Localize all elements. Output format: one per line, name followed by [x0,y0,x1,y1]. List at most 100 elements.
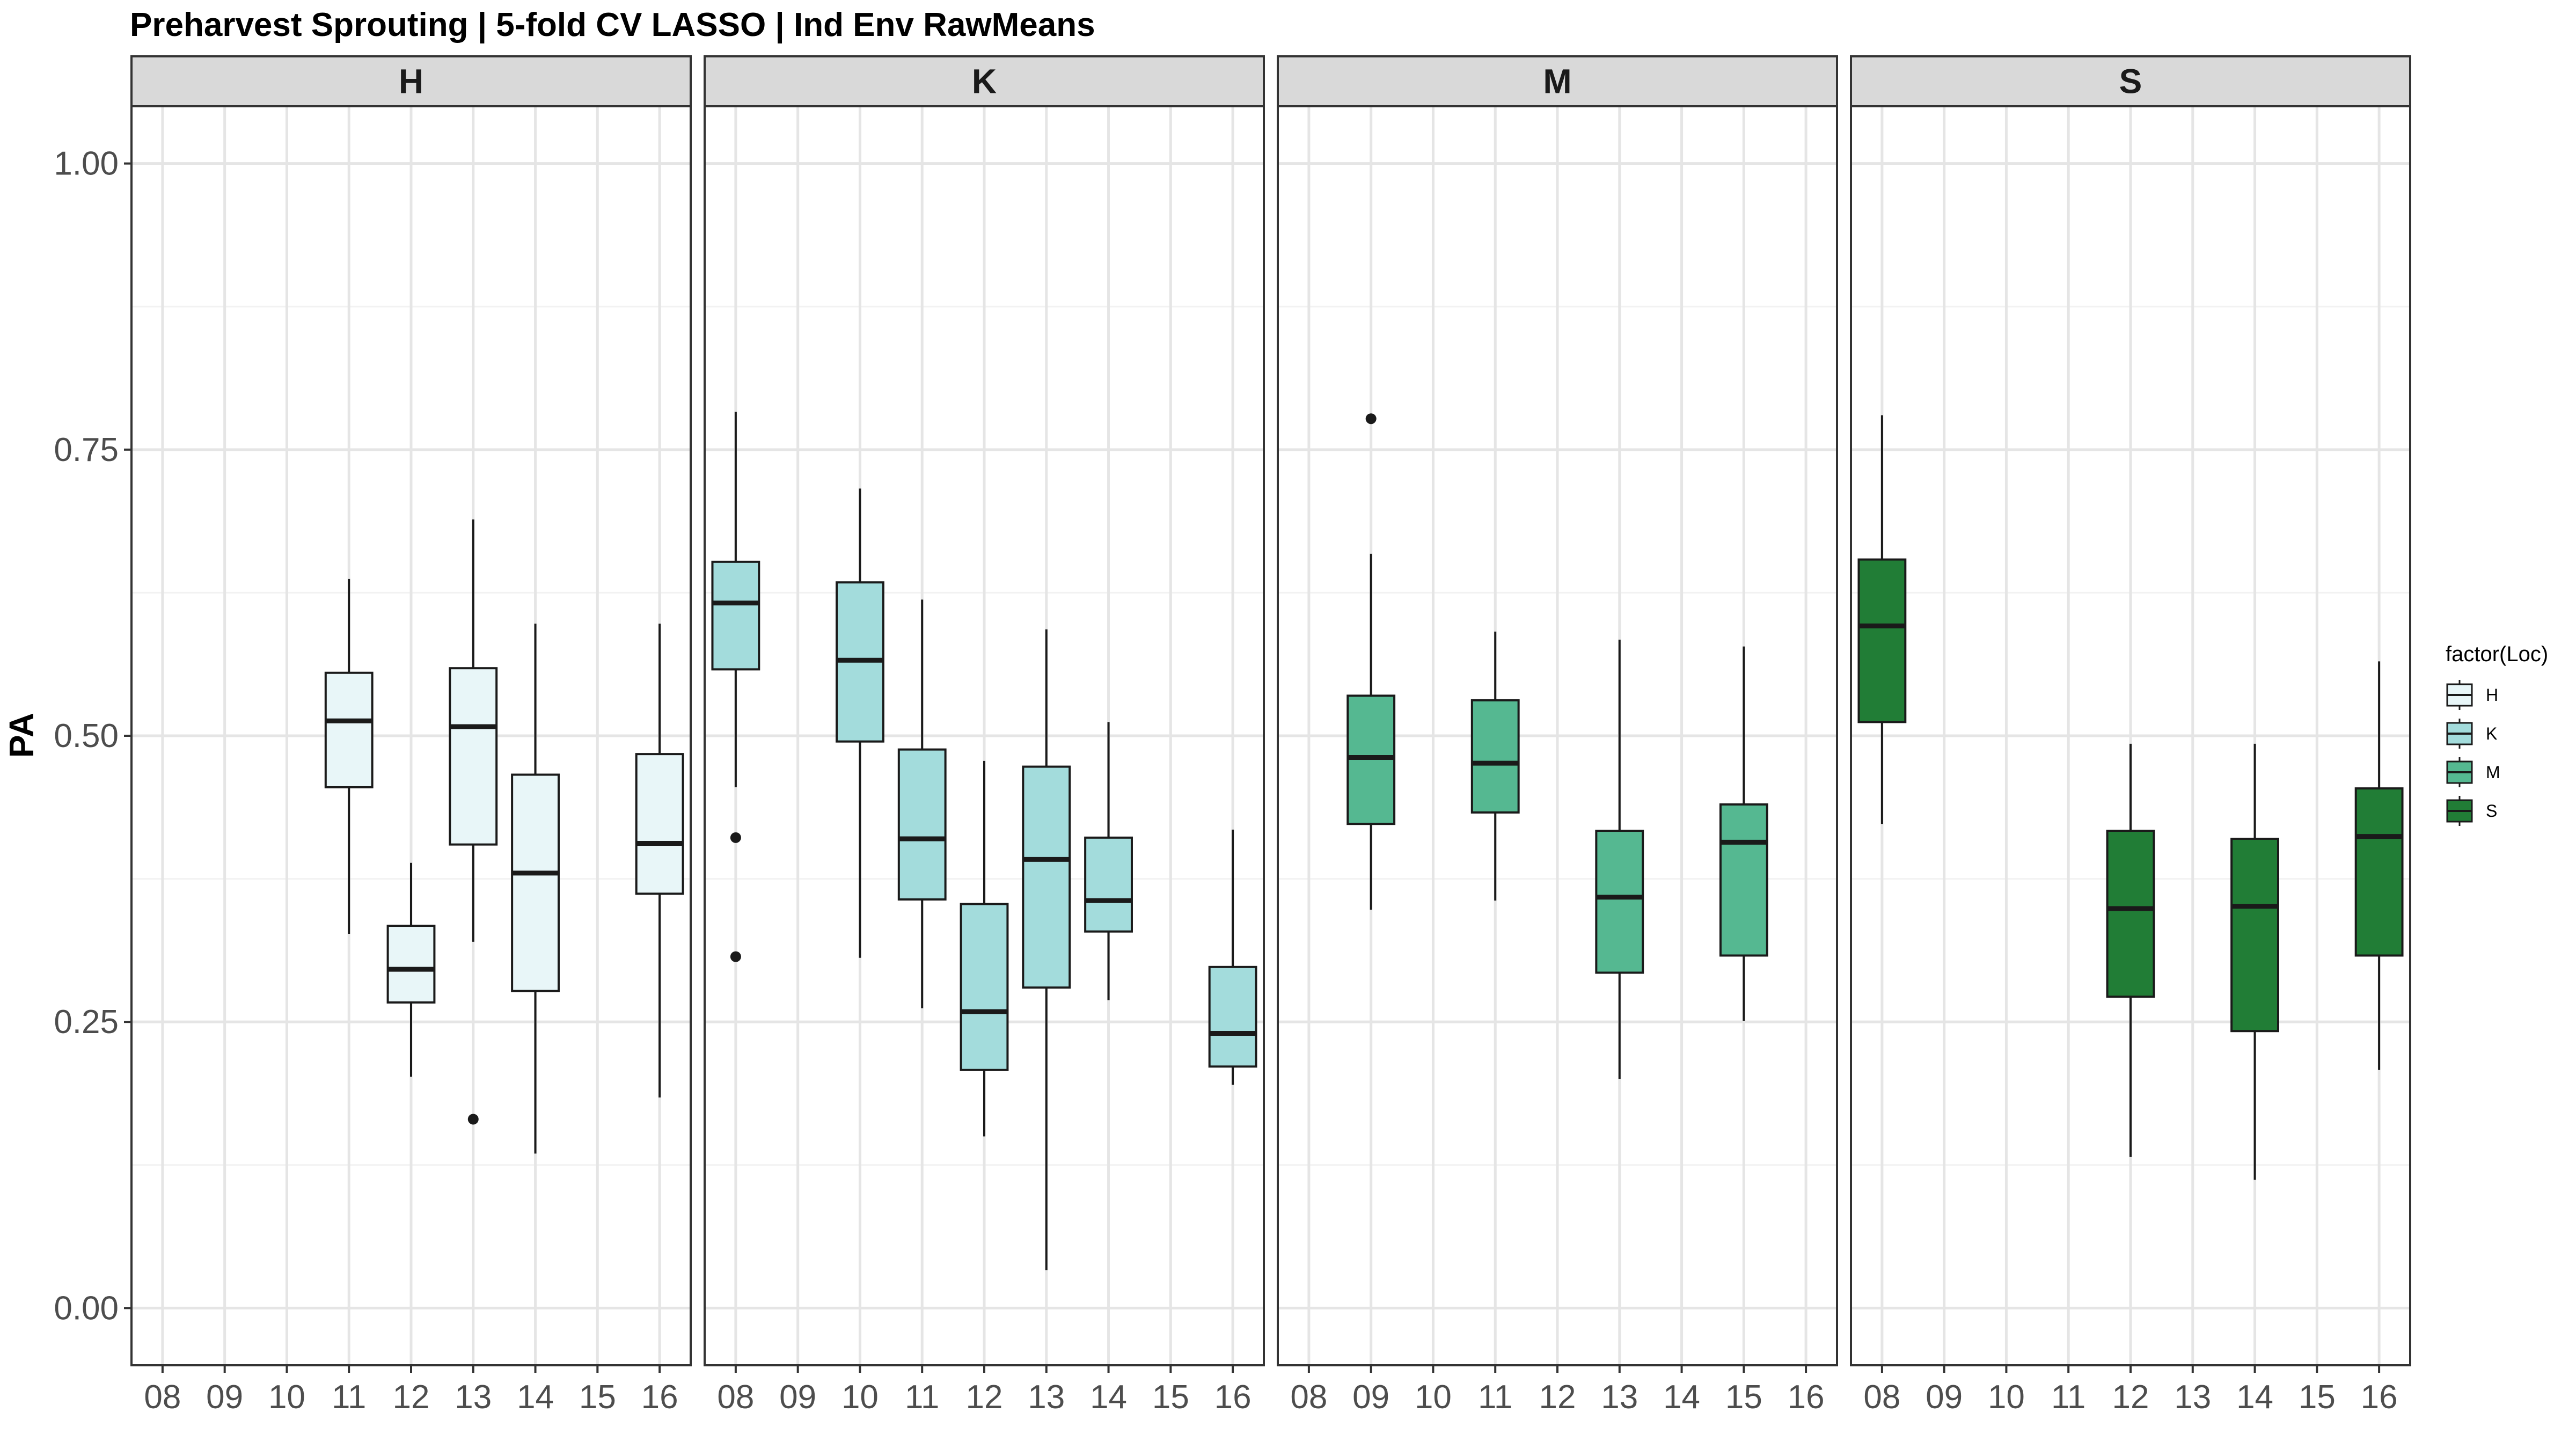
box-body [2106,830,2155,998]
x-tick-label: 15 [579,1379,616,1416]
box-k-08 [711,412,760,962]
x-tick-label: 14 [2236,1379,2273,1416]
x-tick-label: 10 [1415,1379,1452,1416]
x-tick-label: 09 [1352,1379,1389,1416]
box-body [1470,699,1520,814]
outlier-point [467,1114,479,1125]
box-k-14 [1084,722,1133,1000]
facet-strip [704,55,1265,107]
x-tick-label: 14 [517,1379,554,1416]
box-body [386,925,436,1004]
facet-strip [130,55,692,107]
y-tick-label: 0.75 [54,431,119,469]
x-tick-label: 13 [455,1379,492,1416]
legend-key-k: K [2446,719,2497,749]
box-body [960,903,1009,1071]
box-body [1719,803,1768,957]
x-tick-label: 08 [144,1379,181,1416]
x-tick-label: 16 [2361,1379,2398,1416]
box-body [511,773,560,992]
x-tick-label: 09 [779,1379,816,1416]
x-tick-label: 11 [2051,1379,2085,1416]
facet-strip [1850,55,2411,107]
box-body [1857,558,1907,723]
legend-label: H [2486,685,2498,705]
box-h-12 [386,862,436,1077]
box-body [2354,787,2404,957]
legend: factor(Loc) HK MS [2446,642,2548,826]
facet-panels: H 08 09 10 11 12 13 14 15 16 K 08 09 10 11 12 13 14 15 16 M 0… [130,55,2411,1416]
box-m-09 [1346,413,1396,910]
facet-panel-k: K 08 09 10 11 12 13 14 15 16 [704,55,1265,1416]
box-s-14 [2230,743,2279,1180]
facet-strip-label: M [1543,62,1571,101]
facet-panel-h: H 08 09 10 11 12 13 14 15 16 [130,55,692,1416]
box-h-14 [511,623,560,1154]
box-body [897,748,947,901]
box-h-16 [635,623,684,1097]
box-m-15 [1719,646,1768,1021]
box-k-12 [960,760,1009,1137]
box-h-11 [324,579,374,934]
x-tick-label: 11 [332,1379,366,1416]
x-tick-label: 13 [1601,1379,1638,1416]
x-tick-label: 08 [717,1379,754,1416]
x-tick-label: 09 [206,1379,243,1416]
x-tick-label: 13 [2174,1379,2211,1416]
box-k-13 [1022,629,1071,1270]
x-tick-label: 09 [1926,1379,1963,1416]
box-body [711,560,760,671]
legend-key-s: S [2446,796,2497,826]
box-m-11 [1470,631,1520,901]
box-body [1084,836,1133,933]
y-tick-label: 0.50 [54,718,119,755]
x-tick-label: 16 [1214,1379,1252,1416]
x-tick-label: 10 [268,1379,305,1416]
facet-strip [1277,55,1838,107]
box-body [324,671,374,788]
y-axis-title: PA [2,713,41,758]
x-tick-label: 15 [1152,1379,1189,1416]
box-body [1208,965,1257,1068]
facet-strip-label: S [2119,62,2142,101]
x-tick-label: 14 [1663,1379,1700,1416]
legend-keys: HK MS [2446,680,2500,826]
legend-key-m: M [2446,757,2500,787]
box-k-16 [1208,829,1257,1085]
box-s-12 [2106,743,2155,1157]
legend-label: K [2486,724,2497,743]
outlier-point [730,832,741,843]
legend-label: S [2486,801,2497,821]
facet-panel-s: S 08 09 10 11 12 13 14 15 16 [1850,55,2411,1416]
box-body [1595,830,1644,974]
outlier-point [730,951,741,962]
box-body [635,753,684,895]
x-tick-label: 12 [2112,1379,2149,1416]
x-tick-label: 10 [841,1379,879,1416]
facet-panel-m: M 08 09 10 11 12 13 14 15 16 [1277,55,1838,1416]
y-tick-label: 0.00 [54,1290,119,1327]
x-tick-label: 16 [641,1379,678,1416]
x-tick-label: 11 [1478,1379,1512,1416]
x-tick-label: 12 [393,1379,430,1416]
box-body [2230,837,2279,1033]
legend-title: factor(Loc) [2446,642,2548,666]
x-tick-label: 15 [2299,1379,2336,1416]
x-tick-label: 08 [1290,1379,1327,1416]
box-s-08 [1857,415,1907,824]
outlier-point [1365,413,1377,425]
box-body [1022,765,1071,989]
facet-strip-label: K [972,62,997,101]
x-tick-label: 12 [966,1379,1003,1416]
facet-strip-label: H [399,62,423,101]
y-axis: 0.00 0.25 0.50 0.75 1.00 [54,145,131,1327]
y-tick-label: 1.00 [54,145,119,182]
x-tick-label: 11 [905,1379,939,1416]
box-m-13 [1595,639,1644,1079]
box-k-11 [897,599,947,1008]
box-k-10 [836,488,884,958]
y-tick-label: 0.25 [54,1004,119,1041]
x-tick-label: 10 [1988,1379,2025,1416]
x-tick-label: 15 [1725,1379,1762,1416]
